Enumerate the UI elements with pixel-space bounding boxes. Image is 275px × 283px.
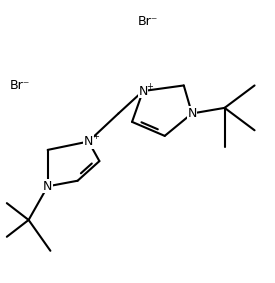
Text: +: + [146,82,153,91]
Text: N: N [187,107,197,120]
Text: N: N [84,135,93,148]
Text: +: + [92,132,99,141]
Text: N: N [138,85,148,98]
Text: N: N [43,180,52,193]
Text: Br⁻: Br⁻ [10,79,30,92]
Text: Br⁻: Br⁻ [138,14,158,27]
